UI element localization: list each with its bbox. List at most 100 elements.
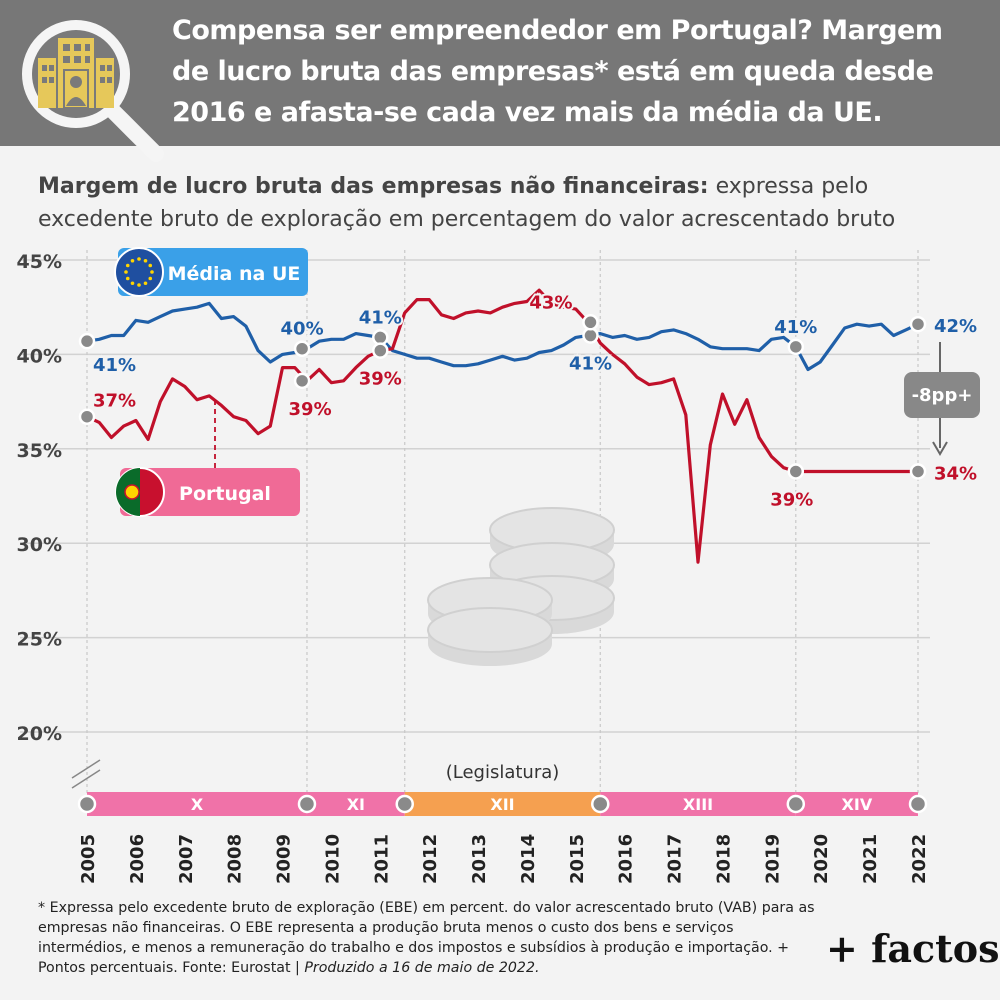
legislature-label: X (191, 795, 204, 814)
eu-star (137, 257, 141, 261)
data-label: 39% (359, 369, 402, 390)
eu-star (143, 281, 148, 286)
eu-star (130, 281, 135, 286)
eu-tag-label: Média na UE (168, 263, 301, 285)
footnote-text: * Expressa pelo excedente bruto de explo… (38, 900, 815, 976)
x-tick-label: 2005 (78, 834, 99, 884)
x-tick-label: 2015 (567, 834, 588, 884)
data-label: 34% (934, 463, 977, 484)
x-tick-label: 2009 (274, 834, 295, 884)
x-tick-label: 2020 (811, 834, 832, 884)
eu-flag-icon (114, 247, 164, 297)
pt-tag-label: Portugal (179, 483, 271, 505)
x-tick-label: 2013 (469, 834, 490, 884)
legislature-label: XII (490, 795, 514, 814)
legislature-label: XIV (842, 795, 873, 814)
legislature-label: XIII (683, 795, 713, 814)
y-tick-label: 45% (17, 251, 62, 273)
data-point-marker (293, 372, 311, 390)
eu-star (148, 276, 153, 281)
eu-stars-icon (124, 257, 154, 287)
legislature-marker (786, 794, 806, 814)
data-label: 39% (770, 489, 813, 510)
eu-star (143, 258, 148, 263)
diff-badge (904, 372, 980, 418)
x-tick-label: 2006 (127, 834, 148, 884)
arrow-down-icon (932, 441, 948, 456)
data-point-marker (293, 340, 311, 357)
x-tick-label: 2011 (371, 834, 392, 884)
data-label: 41% (774, 317, 817, 338)
legislature-label: XI (347, 795, 365, 814)
legislature-marker (395, 794, 414, 814)
diff-badge-label: -8pp+ (912, 385, 973, 406)
eu-star (150, 270, 154, 274)
legislature-bar (87, 792, 307, 816)
data-point-marker (582, 314, 599, 331)
eu-series-line (85, 301, 920, 372)
axis-break-mark (71, 769, 101, 789)
x-tick-label: 2016 (616, 834, 637, 884)
x-tick-label: 2007 (176, 834, 197, 884)
y-tick-label: 25% (17, 629, 62, 651)
data-point-marker (787, 338, 805, 356)
legislature-marker (297, 794, 317, 814)
eu-star (125, 276, 130, 281)
eu-star (137, 283, 141, 287)
x-tick-label: 2019 (762, 834, 783, 884)
eu-star (148, 263, 153, 268)
x-tick-label: 2014 (518, 834, 539, 884)
y-tick-label: 30% (17, 534, 62, 556)
y-tick-label: 40% (17, 345, 62, 367)
data-label: 41% (359, 307, 402, 328)
legislature-bar (795, 792, 918, 816)
legislature-bar (306, 792, 405, 816)
legislature-bar (600, 792, 796, 816)
data-point-marker (372, 342, 389, 359)
data-label: 37% (93, 391, 136, 412)
chart-subtitle: Margem de lucro bruta das empresas não f… (38, 170, 968, 236)
pt-tag (120, 468, 300, 516)
axis-break-mark (71, 759, 101, 779)
x-tick-label: 2010 (322, 834, 343, 884)
data-label: 41% (93, 355, 136, 376)
data-point-marker (909, 463, 927, 480)
y-tick-label: 20% (17, 723, 62, 745)
data-label: 42% (934, 316, 977, 337)
x-tick-label: 2022 (909, 834, 930, 884)
magnifier-building-icon (22, 20, 164, 162)
y-tick-label: 35% (17, 440, 62, 462)
brand-logo: + factos (826, 926, 1000, 971)
subtitle-regular: expressa pelo excedente bruto de explora… (38, 174, 896, 232)
x-tick-label: 2012 (420, 834, 441, 884)
data-label: 41% (569, 354, 612, 375)
eu-star (125, 263, 130, 268)
x-tick-label: 2017 (665, 834, 686, 884)
data-label: 39% (289, 399, 332, 420)
data-point-marker (78, 332, 96, 350)
data-point-marker (909, 315, 927, 333)
coin-shape (427, 607, 553, 653)
legislature-bar (404, 792, 601, 816)
data-point-marker (372, 329, 389, 346)
page-title: Compensa ser empreendedor em Portugal? M… (172, 15, 943, 128)
eu-star (130, 258, 135, 263)
pt-flag-emblem (124, 484, 140, 500)
pt-series-line (85, 288, 920, 564)
data-point-marker (582, 327, 599, 344)
data-point-marker (787, 463, 805, 480)
data-label: 40% (281, 319, 324, 340)
data-point-marker (78, 408, 96, 425)
x-tick-label: 2018 (713, 834, 734, 884)
legislature-marker (908, 794, 928, 814)
footnote: * Expressa pelo excedente bruto de explo… (38, 898, 818, 978)
data-label: 43% (529, 292, 572, 313)
subtitle-bold: Margem de lucro bruta das empresas não f… (38, 174, 709, 199)
legislature-marker (591, 794, 610, 814)
x-tick-label: 2008 (225, 834, 246, 884)
coins-icon (427, 507, 615, 666)
eu-tag (118, 248, 308, 296)
footnote-date: Produzido a 16 de maio de 2022. (299, 960, 540, 976)
eu-star (124, 270, 128, 274)
legislature-marker (77, 794, 97, 814)
